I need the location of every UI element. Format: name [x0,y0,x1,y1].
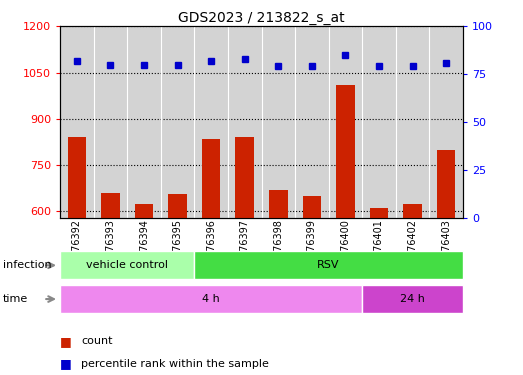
Bar [168,194,187,217]
Bar [437,150,456,217]
Text: 4 h: 4 h [202,294,220,304]
Bar [303,196,321,217]
Bar [336,85,355,218]
Bar [135,204,153,218]
Bar [362,285,463,313]
Bar [101,193,120,217]
Text: count: count [81,336,112,346]
Bar [67,137,86,218]
Text: vehicle control: vehicle control [86,260,168,270]
Bar [195,251,463,279]
Bar [202,139,220,218]
Text: RSV: RSV [317,260,340,270]
Text: 24 h: 24 h [400,294,425,304]
Text: time: time [3,294,28,304]
Bar [370,208,388,218]
Bar [269,190,288,217]
Bar [60,251,195,279]
Bar [403,204,422,218]
Text: ■: ■ [60,335,72,348]
Text: ■: ■ [60,357,72,370]
Text: GDS2023 / 213822_s_at: GDS2023 / 213822_s_at [178,11,345,25]
Text: percentile rank within the sample: percentile rank within the sample [81,359,269,369]
Bar [60,285,362,313]
Bar [235,137,254,218]
Text: infection: infection [3,260,51,270]
